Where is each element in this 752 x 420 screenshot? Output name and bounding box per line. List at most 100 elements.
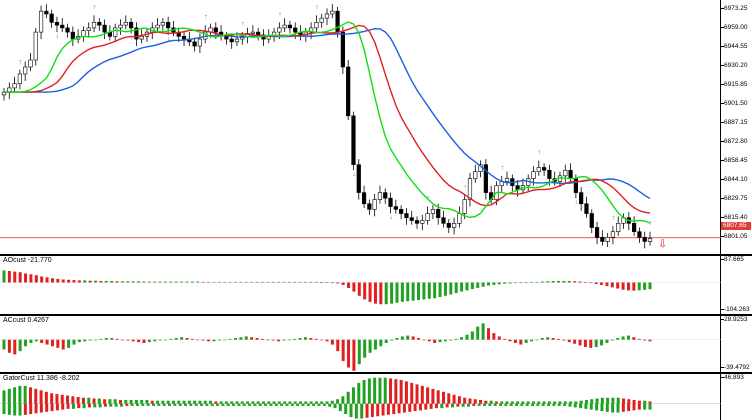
candle (166, 22, 171, 29)
gator-pane[interactable]: GatorCust 11.386 -8.202 46.893 (0, 374, 752, 420)
ac-pane[interactable]: ACcust 0.4267 28.9253 -39.4792 (0, 316, 752, 372)
ao-bar (605, 282, 609, 287)
gator-upper-bar (410, 382, 414, 404)
price-scale-tick: 6801.05 (721, 233, 748, 240)
gator-lower-bar (536, 403, 540, 406)
alligator-teeth-line (4, 24, 651, 214)
gator-upper-bar (325, 401, 329, 404)
ac-bar (406, 335, 410, 340)
ao-chart-area[interactable]: AOcust -21.770 (0, 256, 721, 314)
ac-scale[interactable]: 28.9253 -39.4792 (721, 316, 752, 372)
ac-bar (535, 339, 539, 341)
ac-bar (56, 339, 60, 348)
pane-separator[interactable] (0, 372, 752, 374)
candle (547, 169, 552, 179)
gator-lower-bar (61, 403, 65, 410)
candle (70, 31, 75, 40)
price-pane[interactable]: ↑ ↓ ↑ ↓ ↓ ↑ ↑ ↑ ↑ ↓ ↓ ↑ ↑ ↑ ↑ ↓ ↑ ↑ ⇩ 6973.25 6959.00 6944.5… (0, 0, 752, 254)
gator-lower-bar (424, 403, 428, 410)
ao-scale[interactable]: 87.665 -104.263 (721, 256, 752, 314)
ao-bar (589, 282, 593, 284)
gator-lower-bar (621, 403, 625, 412)
ac-bar (67, 339, 71, 348)
ao-histogram[interactable] (0, 256, 721, 314)
ac-bar (470, 331, 474, 340)
ao-bar (277, 281, 281, 283)
candle (383, 192, 388, 199)
gator-upper-bar (272, 401, 276, 404)
gator-chart-area[interactable]: GatorCust 11.386 -8.202 (0, 374, 721, 420)
ac-scale-bottom: -39.4792 (721, 364, 750, 371)
ao-bar (13, 271, 17, 283)
gator-lower-bar (563, 403, 567, 406)
candle (38, 10, 44, 33)
ac-bar (137, 339, 141, 343)
gator-upper-bar (60, 394, 64, 404)
gator-upper-bar (526, 401, 530, 404)
gator-upper-bar (547, 401, 551, 404)
gator-lower-bar (328, 403, 332, 407)
ao-bar (104, 280, 108, 283)
fractal-arrow: ↑ (314, 4, 319, 11)
gator-lower-bar (93, 403, 97, 408)
gator-lower-bar (627, 403, 631, 412)
ac-bar (309, 338, 313, 340)
pane-separator[interactable] (0, 314, 752, 316)
pane-separator[interactable] (0, 254, 752, 256)
price-chart-area[interactable]: ↑ ↓ ↑ ↓ ↓ ↑ ↑ ↑ ↑ ↓ ↓ ↑ ↑ ↑ ↑ ↓ ↑ ↑ ⇩ (0, 0, 721, 254)
ao-label: AOcust -21.770 (3, 257, 52, 264)
ac-bar (540, 338, 544, 340)
ao-bar (487, 282, 490, 286)
ac-bar (643, 339, 647, 341)
gator-upper-bar (357, 382, 361, 404)
alligator-lips-line (4, 21, 651, 224)
gator-lower-bar (168, 403, 172, 406)
gator-lower-bar (552, 403, 556, 406)
ac-bar (632, 337, 636, 340)
ao-pane[interactable]: AOcust -21.770 87.665 -104.263 (0, 256, 752, 314)
gator-lower-bar (515, 403, 519, 406)
ac-bar (600, 339, 604, 346)
gator-upper-bar (569, 401, 573, 404)
ao-bar (217, 281, 221, 283)
ac-histogram[interactable] (0, 316, 721, 372)
gator-lower-bar (349, 403, 353, 418)
ac-bar (395, 338, 399, 340)
gator-upper-bar (87, 397, 91, 404)
gator-lower-bar (290, 403, 294, 406)
ao-bar (492, 282, 496, 285)
ao-bar (77, 280, 81, 283)
gator-lower-bar (605, 403, 609, 412)
fractal-arrow: ↑ (537, 149, 542, 156)
ac-bar (556, 338, 560, 340)
gator-upper-bar (23, 385, 27, 404)
price-scale[interactable]: 6973.25 6959.00 6944.55 6930.20 6915.85 6901.… (721, 0, 752, 254)
ac-bar (400, 336, 404, 340)
gator-lower-bar (408, 403, 412, 412)
gator-lower-bar (114, 403, 118, 407)
ac-chart-area[interactable]: ACcust 0.4267 (0, 316, 721, 372)
gator-upper-bar (373, 377, 377, 404)
ao-bar (497, 282, 501, 285)
fractal-arrow: ↓ (55, 33, 60, 40)
price-chart[interactable]: ↑↓↑↓ ↓↑↑↑↑↓↓↑↑↑↑↓↑↑⇩ (0, 0, 721, 254)
gator-lower-bar (317, 403, 321, 406)
gator-histogram[interactable] (0, 374, 721, 420)
candle (33, 31, 38, 61)
ac-bar (131, 339, 135, 342)
gator-upper-bar (50, 393, 54, 404)
ac-bar (158, 339, 162, 341)
gator-lower-bar (45, 403, 49, 412)
gator-lower-bar (541, 403, 545, 406)
gator-upper-bar (193, 400, 197, 404)
ao-bar (610, 282, 614, 288)
candle (356, 164, 361, 193)
gator-lower-bar (568, 403, 572, 407)
gator-upper-bar (108, 399, 112, 404)
gator-lower-bar (589, 403, 593, 410)
gator-scale[interactable]: 46.893 (721, 374, 752, 420)
gator-lower-bar (504, 403, 508, 406)
ac-bar (524, 339, 528, 343)
ao-bar (137, 281, 141, 283)
alligator-jaw-line (4, 27, 651, 200)
